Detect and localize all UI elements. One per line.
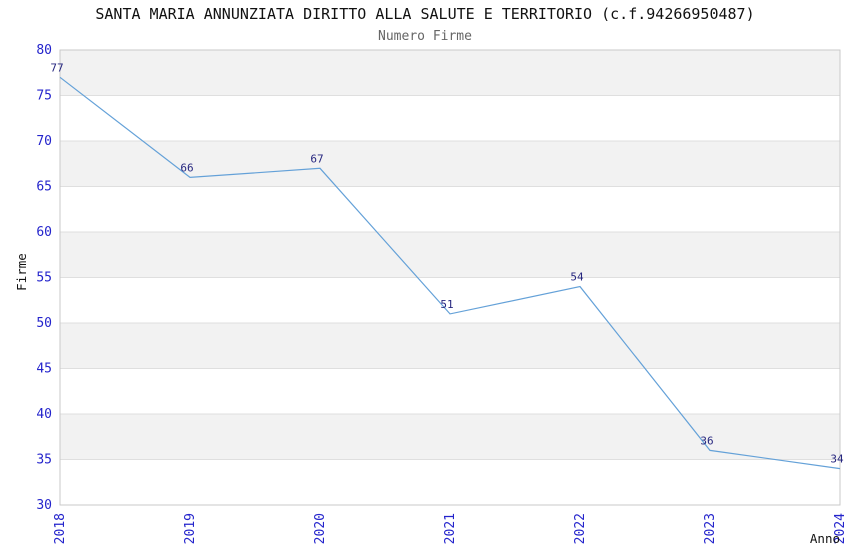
plot-area: 77 66 67 51 54 36 34 30 35 40 45 50 55 60 65 70 75 80 2018…: [36, 43, 848, 544]
chart-subtitle: Numero Firme: [378, 29, 472, 44]
y-tick-label: 40: [36, 407, 52, 422]
data-point-label: 54: [570, 271, 584, 284]
y-tick-label: 60: [36, 225, 52, 240]
grid-band: [60, 323, 840, 369]
data-point-label: 67: [310, 152, 323, 165]
y-tick-label: 45: [36, 362, 52, 377]
grid-band: [60, 232, 840, 278]
chart-title: SANTA MARIA ANNUNZIATA DIRITTO ALLA SALU…: [95, 5, 754, 23]
data-point-label: 77: [50, 61, 63, 74]
x-tick-label: 2019: [183, 513, 198, 544]
data-point-label: 51: [440, 298, 453, 311]
x-tick-label: 2024: [833, 513, 848, 544]
y-tick-label: 55: [36, 271, 52, 286]
y-axis-title: Firme: [14, 253, 29, 291]
x-tick-label: 2023: [703, 513, 718, 544]
data-point-label: 66: [180, 161, 193, 174]
y-tick-label: 70: [36, 134, 52, 149]
y-tick-label: 75: [36, 89, 52, 104]
data-point-label: 34: [830, 453, 844, 466]
grid-band: [60, 414, 840, 460]
data-point-label: 36: [700, 434, 713, 447]
x-tick-label: 2022: [573, 513, 588, 544]
y-tick-label: 30: [36, 498, 52, 513]
data-line: [59, 76, 841, 470]
x-tick-label: 2021: [443, 513, 458, 544]
y-tick-label: 80: [36, 43, 52, 58]
y-tick-label: 65: [36, 180, 52, 195]
grid-band: [60, 50, 840, 96]
x-tick-label: 2020: [313, 513, 328, 544]
grid-band: [60, 141, 840, 187]
x-tick-label: 2018: [53, 513, 68, 544]
x-axis-title: Anno: [810, 531, 840, 546]
y-tick-label: 35: [36, 453, 52, 468]
y-tick-label: 50: [36, 316, 52, 331]
plot-border: [59, 49, 841, 506]
